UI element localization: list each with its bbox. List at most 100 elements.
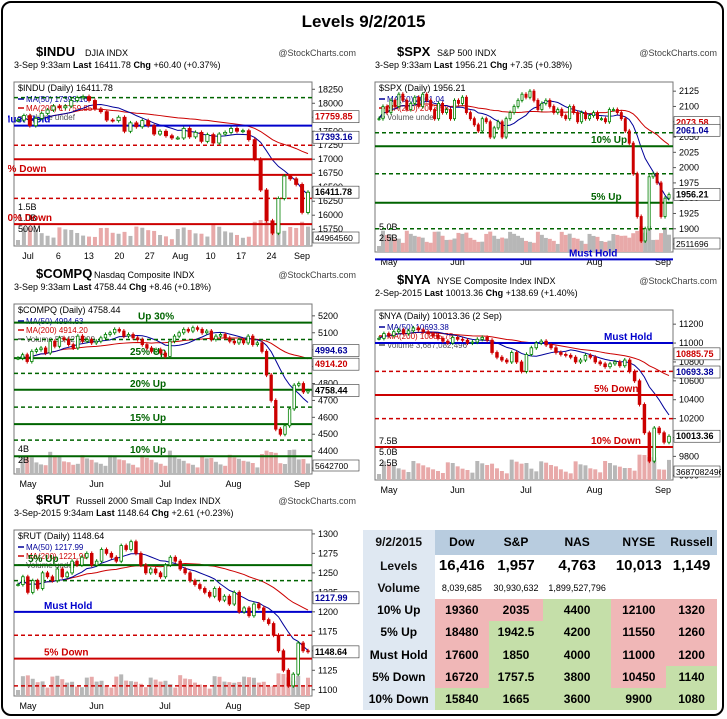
volume-tag: 44964560 [315, 233, 353, 243]
y-tick-label: 1125 [318, 665, 337, 675]
candle-body [393, 99, 397, 107]
volume-bar [484, 233, 489, 252]
volume-bar [622, 468, 627, 480]
candle-body [55, 568, 60, 582]
volume-bar [246, 461, 251, 474]
candle-body [26, 576, 30, 593]
volume-bar [135, 467, 140, 474]
volume-bar [558, 469, 563, 480]
volume-bar [99, 680, 104, 696]
y-tick-label: 1250 [318, 568, 338, 578]
volume-tick-label: 1.5B [18, 202, 37, 212]
candle-body [599, 118, 603, 121]
volume-bar [79, 687, 84, 696]
volume-tag: 5642700 [315, 461, 348, 471]
volume-bar [172, 456, 177, 474]
volume-bar [247, 677, 252, 696]
volume-bar [241, 460, 246, 474]
volume-bar [273, 452, 278, 474]
x-tick-label: Aug [586, 257, 602, 267]
volume-bar [539, 234, 544, 252]
candle-body [540, 103, 544, 110]
candle-body [643, 228, 647, 242]
volume-bar [617, 466, 622, 480]
volume-bar [642, 455, 647, 480]
y-tick-label: 1200 [318, 607, 338, 617]
volume-bar [75, 232, 80, 246]
table-cell: 1140 [666, 665, 717, 688]
candle-body [90, 339, 94, 344]
candle-body [278, 428, 283, 435]
candle-body [81, 96, 86, 99]
volume-bar [426, 467, 431, 480]
quote-last: 1148.64 [117, 508, 151, 518]
candle-body [484, 118, 488, 123]
candle-body [232, 591, 237, 605]
volume-bar [452, 238, 457, 252]
candle-body [573, 356, 578, 363]
y-tick-label: 10600 [679, 376, 704, 386]
candle-body [218, 334, 223, 337]
volume-bar [65, 682, 70, 696]
volume-tick-label: 5.0B [379, 222, 398, 232]
volume-bar [539, 461, 544, 480]
candle-body [234, 128, 239, 132]
candle-body [300, 184, 305, 213]
volume-bar [377, 246, 381, 252]
table-header-nyse: NYSE [611, 530, 667, 555]
candle-body [65, 572, 69, 578]
chart-symbol: $RUT [36, 492, 70, 507]
volume-bar [662, 469, 667, 480]
volume-bar [440, 473, 445, 480]
volume-tick-label: 7.5B [379, 436, 398, 446]
volume-bar [529, 468, 534, 480]
volume-bar [52, 456, 57, 474]
x-tick-label: 6 [56, 251, 61, 261]
volume-bar [595, 236, 600, 252]
volume-bar [499, 471, 504, 480]
candle-body [20, 354, 25, 359]
candle-body [94, 560, 99, 566]
volume-bar [108, 455, 113, 474]
last-price-tag-box [673, 429, 721, 443]
last-price-tag: 16411.78 [315, 187, 352, 197]
candle-body [98, 108, 103, 113]
volume-bar [287, 450, 292, 474]
volume-bar [406, 472, 411, 480]
table-header-sp: S&P [489, 530, 543, 555]
table-cell: 8,039,685 [441, 583, 482, 594]
y-tick-label: 17000 [318, 154, 343, 164]
volume-tag-box [673, 237, 721, 250]
candle-body [637, 380, 642, 405]
volume-bar [627, 237, 632, 252]
volume-bar [514, 461, 519, 480]
volume-bar [485, 465, 490, 480]
ma200-tag-box [673, 347, 721, 361]
volume-bar [16, 690, 20, 696]
volume-bar [212, 676, 217, 696]
volume-bar [163, 236, 168, 246]
volume-bar [85, 458, 90, 474]
candle-body [109, 552, 114, 558]
volume-bar [470, 472, 475, 480]
candle-body [131, 334, 135, 339]
candle-body [163, 130, 168, 137]
legend-title: $NYA (Daily) 10013.36 (2 Sep) [379, 311, 502, 321]
level-label: 25% Up [130, 347, 166, 358]
candle-body [211, 134, 216, 144]
volume-bar [436, 231, 441, 252]
chart-name: NYSE Composite Index INDX [437, 276, 556, 286]
volume-bar [92, 236, 97, 246]
volume-bar [264, 450, 269, 474]
volume-bar [183, 678, 188, 696]
quote-last-label: Last [96, 508, 117, 518]
candle-body [524, 93, 528, 98]
volume-bar [431, 469, 436, 480]
candle-body [456, 99, 460, 104]
ma50-line [17, 553, 309, 651]
x-tick-label: May [380, 257, 398, 267]
table-header-russell: Russell [666, 530, 717, 555]
quote-chg-label: Chg [151, 508, 171, 518]
candle-body [583, 354, 588, 361]
candle-body [552, 106, 556, 113]
